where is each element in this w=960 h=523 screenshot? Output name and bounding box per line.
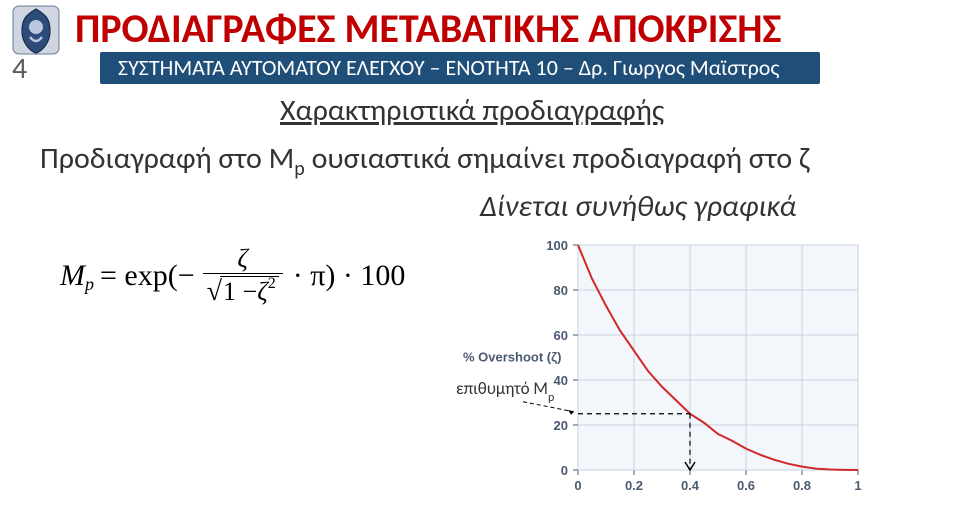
svg-text:1: 1	[854, 478, 861, 493]
svg-text:0.6: 0.6	[737, 478, 755, 493]
svg-text:40: 40	[554, 373, 568, 388]
svg-text:% Overshoot (ζ): % Overshoot (ζ)	[463, 350, 561, 365]
svg-text:20: 20	[554, 418, 568, 433]
formula-fraction: ζ √ 1 − ζ 2	[203, 245, 283, 307]
formula-num: ζ	[227, 245, 258, 273]
overshoot-chart: % Overshoot (ζ) 0 0.2 0.4 0.6 0.8 1 0 20 40 60 80 10…	[448, 235, 868, 505]
svg-text:100: 100	[546, 238, 568, 253]
formula-den: √ 1 − ζ 2	[203, 273, 283, 307]
formula-den-sq: 2	[268, 269, 276, 299]
chart-svg: % Overshoot (ζ) 0 0.2 0.4 0.6 0.8 1 0 20 40 60 80 10…	[448, 235, 868, 505]
svg-text:0.2: 0.2	[625, 478, 643, 493]
page-number: 4	[12, 50, 27, 87]
svg-text:0.8: 0.8	[793, 478, 811, 493]
svg-text:επιθυμητό Mp: επιθυμητό Mp	[456, 378, 554, 405]
svg-text:80: 80	[554, 283, 568, 298]
svg-text:60: 60	[554, 328, 568, 343]
formula-eq: = exp(−	[100, 259, 195, 293]
body-prefix: Προδιαγραφή στο M	[40, 140, 294, 177]
formula-den-one: 1 −	[223, 277, 257, 307]
section-heading: Χαρακτηριστικά προδιαγραφής	[280, 92, 664, 129]
main-title: ΠΡΟΔΙΑΓΡΑΦΕΣ ΜΕΤΑΒΑΤΙΚΗΣ ΑΠΟΚΡΙΣΗΣ	[75, 4, 781, 53]
crest-logo	[12, 5, 60, 55]
formula-M: M	[60, 259, 85, 293]
graph-caption: Δίνεται συνήθως γραφικά	[480, 188, 796, 225]
body-sub: p	[294, 157, 305, 181]
formula: M p = exp(− ζ √ 1 − ζ 2 · π) · 100	[60, 245, 405, 307]
body-text: Προδιαγραφή στο Mp ουσιαστικά σημαίνει π…	[40, 140, 809, 181]
svg-text:0.4: 0.4	[681, 478, 700, 493]
slide-page: 4 ΠΡΟΔΙΑΓΡΑΦΕΣ ΜΕΤΑΒΑΤΙΚΗΣ ΑΠΟΚΡΙΣΗΣ ΣΥΣ…	[0, 0, 960, 523]
subtitle-bar: ΣΥΣΤΗΜΑΤΑ ΑΥΤΟΜΑΤΟΥ ΕΛΕΓΧΟΥ – ΕΝΟΤΗΤΑ 10…	[100, 52, 820, 84]
formula-rhs: · π) · 100	[293, 259, 406, 293]
formula-den-z: ζ	[257, 277, 268, 307]
svg-text:0: 0	[561, 463, 568, 478]
formula-Msub: p	[85, 274, 94, 295]
body-suffix: ουσιαστικά σημαίνει προδιαγραφή στο ζ	[305, 140, 810, 177]
svg-text:0: 0	[574, 478, 581, 493]
